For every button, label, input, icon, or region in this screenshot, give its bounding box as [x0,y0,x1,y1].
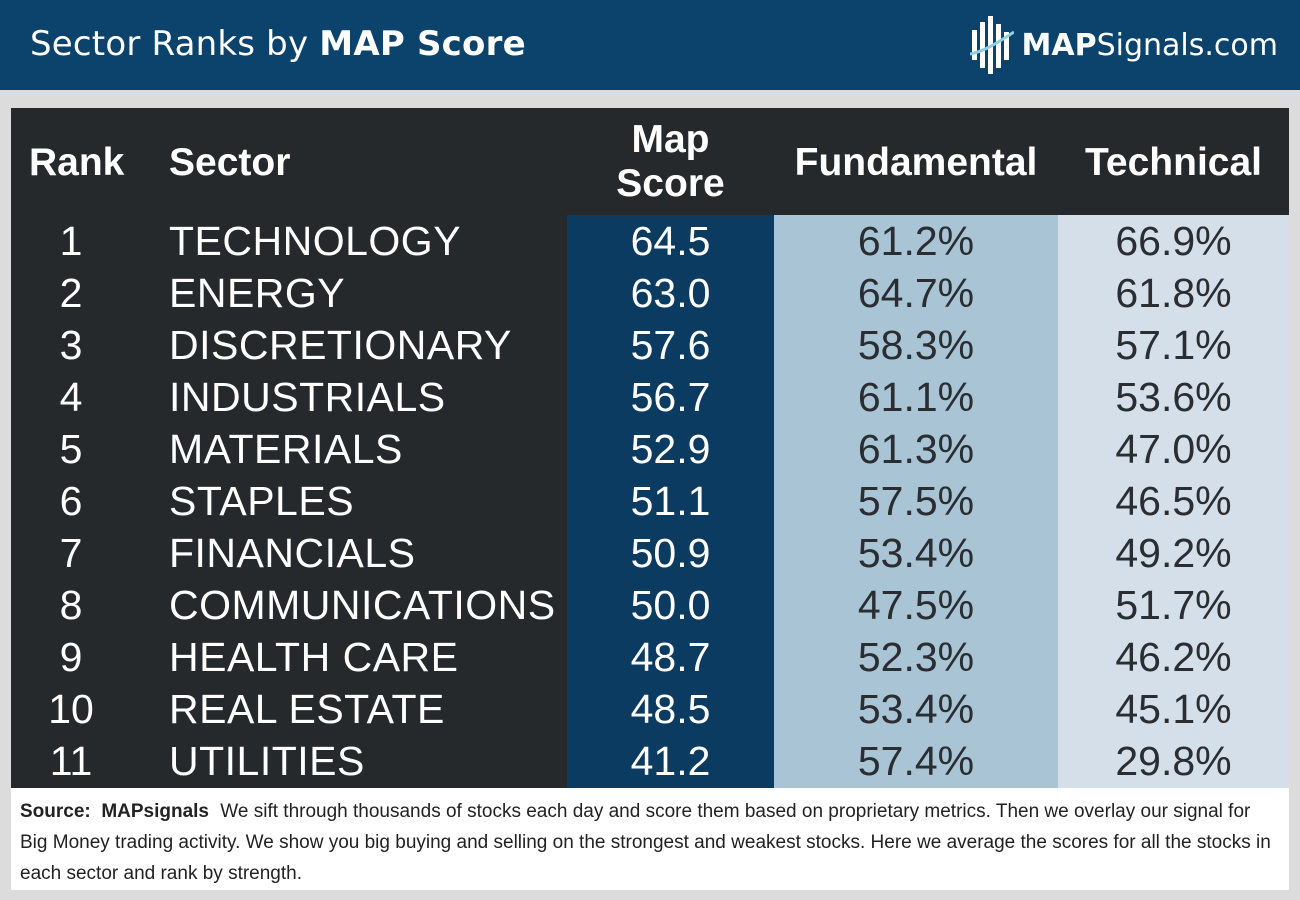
map-score-cell: 52.9 [630,426,711,472]
table-row: 11 UTILITIES 41.2 57.4% 29.8% [11,735,1289,787]
map-score-column-bg [567,215,774,788]
source-footnote: Source: MAPsignals We sift through thous… [11,788,1289,890]
table-body: 1 TECHNOLOGY 64.5 61.2% 66.9% 2 ENERGY 63.0 64.7… [11,215,1289,787]
sector-cell: UTILITIES [169,738,365,784]
fundamental-cell: 61.1% [857,374,975,420]
column-header-rank: Rank [29,141,125,184]
header-banner: Sector Ranks by MAP Score MAPSignals.com [0,0,1300,90]
fundamental-column-bg [774,215,1058,788]
rank-cell: 2 [59,270,83,316]
table-row: 9 HEALTH CARE 48.7 52.3% 46.2% [11,631,1289,683]
map-score-cell: 48.5 [630,686,711,732]
sector-cell: ENERGY [169,270,346,316]
table-row: 3 DISCRETIONARY 57.6 58.3% 57.1% [11,319,1289,371]
column-header-map-score-line2: Score [616,162,725,205]
column-header-fundamental: Fundamental [794,141,1038,184]
rank-cell: 3 [59,322,83,368]
mapsignals-logo: MAPSignals.com [969,14,1278,76]
table-row: 4 INDUSTRIALS 56.7 61.1% 53.6% [11,371,1289,423]
map-score-cell: 63.0 [630,270,711,316]
sector-cell: REAL ESTATE [169,686,445,732]
sector-cell: STAPLES [169,478,355,524]
fundamental-cell: 64.7% [857,270,975,316]
technical-cell: 29.8% [1115,738,1232,784]
rank-cell: 1 [59,218,83,264]
table-row: 7 FINANCIALS 50.9 53.4% 49.2% [11,527,1289,579]
source-name: MAPsignals [101,801,210,822]
sector-cell: INDUSTRIALS [169,374,446,420]
sector-ranks-table: Rank Sector Map Score Fundamental Techni… [11,108,1289,788]
table-row: 10 REAL ESTATE 48.5 53.4% 45.1% [11,683,1289,735]
source-text: We sift through thousands of stocks each… [20,801,1271,884]
technical-cell: 57.1% [1115,322,1232,368]
column-header-map-score: Map Score [567,118,774,206]
rank-cell: 9 [59,634,83,680]
technical-cell: 53.6% [1115,374,1232,420]
technical-cell: 47.0% [1115,426,1232,472]
logo-text-bold: MAP [1021,27,1097,63]
rank-cell: 11 [49,738,93,784]
sector-cell: MATERIALS [169,426,403,472]
fundamental-cell: 58.3% [857,322,975,368]
table-row: 5 MATERIALS 52.9 61.3% 47.0% [11,423,1289,475]
technical-cell: 45.1% [1115,686,1232,732]
map-score-cell: 48.7 [630,634,711,680]
fundamental-cell: 53.4% [857,530,975,576]
technical-cell: 51.7% [1115,582,1232,628]
fundamental-cell: 47.5% [857,582,975,628]
map-score-cell: 50.9 [630,530,711,576]
rank-cell: 10 [48,686,94,732]
sector-cell: HEALTH CARE [169,634,459,680]
map-score-cell: 41.2 [630,738,711,784]
column-header-sector: Sector [169,141,291,184]
rank-cell: 6 [59,478,83,524]
page-title-plain: Sector Ranks by [30,24,320,64]
rank-cell: 8 [59,582,83,628]
fundamental-cell: 57.5% [857,478,975,524]
map-score-cell: 51.1 [630,478,711,524]
rank-cell: 7 [59,530,83,576]
fundamental-cell: 52.3% [857,634,975,680]
map-score-cell: 50.0 [630,582,711,628]
technical-cell: 46.5% [1115,478,1232,524]
map-score-cell: 57.6 [630,322,711,368]
technical-cell: 46.2% [1115,634,1232,680]
table-row: 6 STAPLES 51.1 57.5% 46.5% [11,475,1289,527]
fundamental-cell: 61.3% [857,426,975,472]
fundamental-cell: 61.2% [857,218,975,264]
technical-cell: 49.2% [1115,530,1232,576]
sector-cell: FINANCIALS [169,530,416,576]
fundamental-cell: 53.4% [857,686,975,732]
mapsignals-logo-icon [969,16,1014,74]
logo-text: MAPSignals.com [1022,28,1278,63]
table-row: 2 ENERGY 63.0 64.7% 61.8% [11,267,1289,319]
column-header-map-score-line1: Map [631,118,710,161]
rank-cell: 5 [59,426,83,472]
map-score-cell: 56.7 [630,374,711,420]
technical-column-bg [1058,215,1289,788]
logo-text-regular: Signals.com [1096,27,1278,63]
sector-cell: DISCRETIONARY [169,322,512,368]
source-label: Source: [20,801,91,822]
page-title: Sector Ranks by MAP Score [30,24,526,64]
sector-cell: TECHNOLOGY [169,218,462,264]
column-header-technical: Technical [1084,141,1262,184]
table-row: 8 COMMUNICATIONS 50.0 47.5% 51.7% [11,579,1289,631]
rank-cell: 4 [59,374,83,420]
fundamental-cell: 57.4% [857,738,975,784]
technical-cell: 61.8% [1115,270,1232,316]
sector-cell: COMMUNICATIONS [169,582,556,628]
map-score-cell: 64.5 [630,218,711,264]
technical-cell: 66.9% [1115,218,1232,264]
page-title-bold: MAP Score [319,24,526,64]
table-row: 1 TECHNOLOGY 64.5 61.2% 66.9% [11,215,1289,267]
